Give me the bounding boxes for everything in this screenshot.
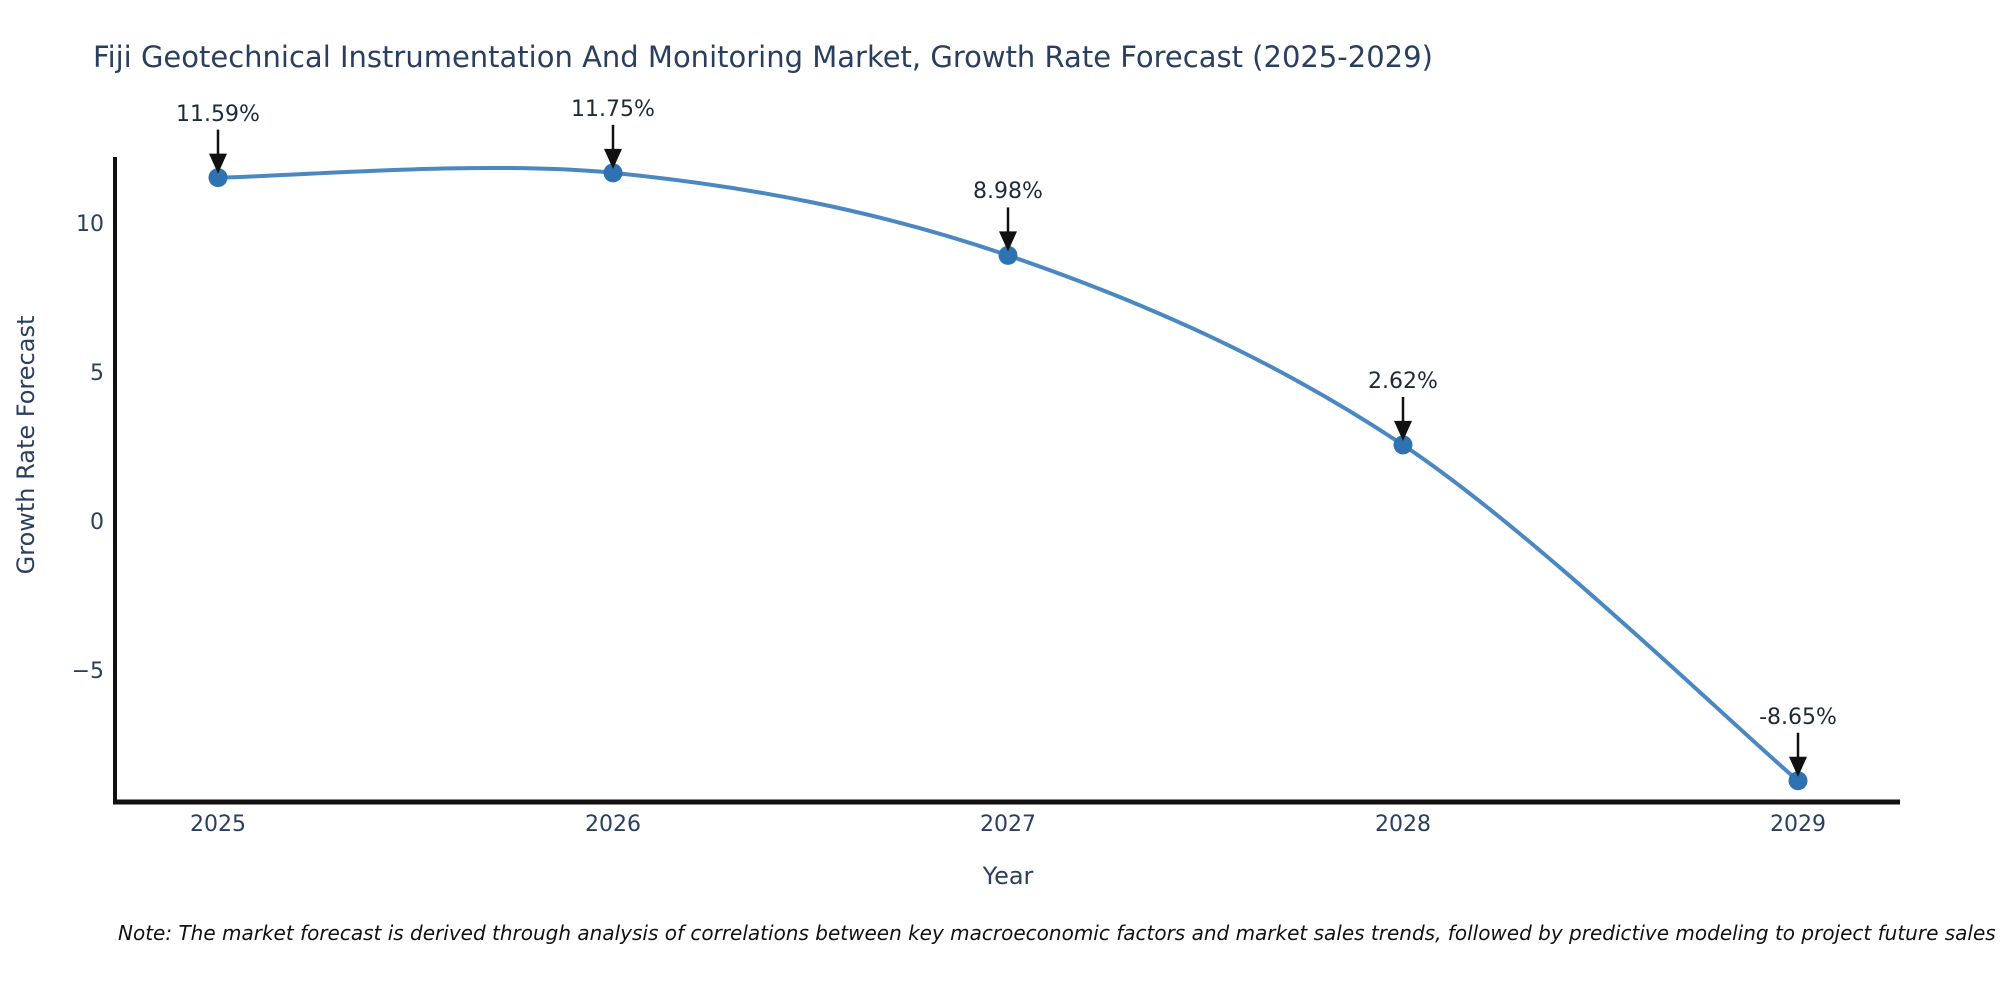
annotation-arrow-head bbox=[209, 153, 227, 174]
annotation-arrow-head bbox=[999, 231, 1017, 252]
annotation-arrow-head bbox=[1394, 420, 1412, 441]
data-point-marker bbox=[1393, 435, 1413, 455]
y-axis-title: Growth Rate Forecast bbox=[12, 315, 40, 575]
x-axis-title: Year bbox=[982, 862, 1034, 890]
annotation-arrow-head bbox=[604, 148, 622, 169]
chart-title: Fiji Geotechnical Instrumentation And Mo… bbox=[93, 40, 1433, 74]
data-point-marker bbox=[603, 163, 623, 183]
annotation-arrow-head bbox=[1789, 756, 1807, 777]
footnote: Note: The market forecast is derived thr… bbox=[118, 921, 1996, 945]
data-point-marker bbox=[208, 168, 228, 188]
data-point-marker bbox=[998, 245, 1018, 265]
growth-rate-line bbox=[216, 166, 1800, 783]
data-point-marker bbox=[1788, 771, 1808, 791]
